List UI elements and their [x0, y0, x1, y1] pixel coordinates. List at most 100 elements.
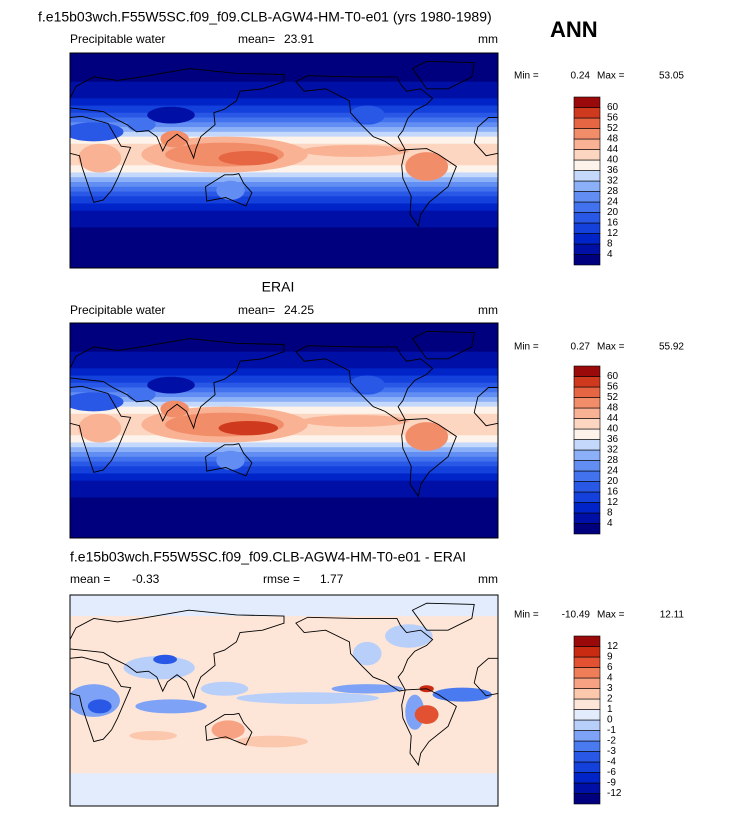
coastline	[401, 688, 457, 767]
coastline	[70, 656, 132, 743]
field-band	[70, 191, 498, 195]
colorbar-box	[573, 96, 601, 108]
field-patch	[414, 705, 439, 724]
field-patch	[301, 144, 409, 157]
colorbar-label: 12	[607, 228, 619, 239]
field-band	[70, 234, 498, 238]
colorbar-box	[573, 212, 601, 224]
field-band	[70, 375, 498, 379]
colorbar-box	[573, 502, 601, 514]
colorbar-label: 40	[607, 155, 619, 166]
field-band	[70, 263, 498, 267]
colorbar-box	[573, 751, 601, 763]
field-band	[70, 399, 498, 403]
panel-title: f.e15b03wch.F55W5SC.f09_f09.CLB-AGW4-HM-…	[70, 549, 466, 565]
min-label: Min =	[514, 71, 539, 82]
colorbar-label: 20	[607, 207, 619, 218]
field-band	[70, 366, 498, 369]
field-band	[70, 526, 498, 529]
colorbar-box	[573, 772, 601, 784]
field-patch	[236, 735, 308, 748]
field-band	[70, 475, 498, 479]
field-band	[70, 239, 498, 243]
field-band	[70, 184, 498, 188]
colorbar-label: 48	[607, 403, 619, 414]
colorbar-label: 36	[607, 434, 619, 445]
field-band	[70, 122, 498, 126]
colorbar-label: 4	[607, 518, 613, 529]
field-band	[70, 468, 498, 472]
field-band	[70, 258, 498, 262]
colorbar-label: 4	[607, 673, 613, 684]
field-band	[70, 456, 498, 460]
field-band	[70, 210, 498, 214]
colorbar-box	[573, 512, 601, 524]
field-band	[70, 91, 498, 95]
field-band	[70, 103, 498, 107]
coastline	[411, 60, 475, 90]
field-patch	[216, 450, 245, 470]
map	[70, 595, 498, 806]
colorbar-label: 16	[607, 218, 619, 229]
field-patch	[160, 130, 189, 148]
mean-value: 23.91	[284, 32, 314, 46]
field-band	[70, 516, 498, 520]
field-band	[70, 55, 498, 59]
colorbar-box	[573, 635, 601, 647]
field-band	[70, 93, 498, 97]
colorbar-box	[573, 138, 601, 150]
max-value: 12.11	[660, 610, 685, 621]
field-band	[70, 330, 498, 334]
colorbar-label: 28	[607, 186, 619, 197]
field-band	[70, 380, 498, 384]
field-band	[70, 504, 498, 508]
colorbar-label: 16	[607, 487, 619, 498]
colorbar-label: -12	[607, 788, 622, 799]
field-patch	[129, 730, 178, 741]
colorbar-label: 56	[607, 113, 619, 124]
field-band	[70, 225, 498, 228]
colorbar-label: 28	[607, 455, 619, 466]
field-patch	[331, 684, 403, 694]
field-band	[70, 60, 498, 64]
field-band	[70, 186, 498, 190]
mean-value: 24.25	[284, 303, 314, 317]
field-band	[70, 394, 498, 398]
field-band	[70, 511, 498, 515]
field-band	[70, 361, 498, 365]
field-band	[70, 110, 498, 114]
field-band	[70, 385, 498, 388]
field-band	[70, 452, 498, 455]
coastline	[70, 68, 285, 160]
field-patch	[127, 387, 156, 402]
colorbar-label: 56	[607, 382, 619, 393]
field-band	[70, 492, 498, 496]
field-band	[70, 131, 498, 135]
field-band	[70, 363, 498, 367]
field-band	[70, 485, 498, 489]
colorbar-box	[573, 191, 601, 203]
field-patch	[70, 122, 124, 142]
field-band	[70, 339, 498, 343]
coastline	[70, 338, 285, 430]
field-band	[70, 325, 498, 329]
coastline	[401, 418, 457, 498]
field-band	[70, 370, 498, 374]
field-band	[70, 487, 498, 491]
coastline	[70, 609, 285, 700]
map	[70, 53, 498, 268]
colorbar-label: 20	[607, 476, 619, 487]
field-band	[70, 96, 498, 99]
map-frame	[69, 52, 499, 269]
field-band	[70, 382, 498, 386]
colorbar-box	[573, 180, 601, 192]
colorbar-label: 24	[607, 197, 619, 208]
colorbar-label: 32	[607, 445, 619, 456]
colorbar-box	[573, 170, 601, 182]
field-band	[70, 179, 498, 183]
field-band	[70, 177, 498, 181]
field-band	[70, 389, 498, 393]
variable-label: Precipitable water	[70, 303, 165, 317]
colorbar-box	[573, 460, 601, 472]
colorbar-box	[573, 782, 601, 794]
